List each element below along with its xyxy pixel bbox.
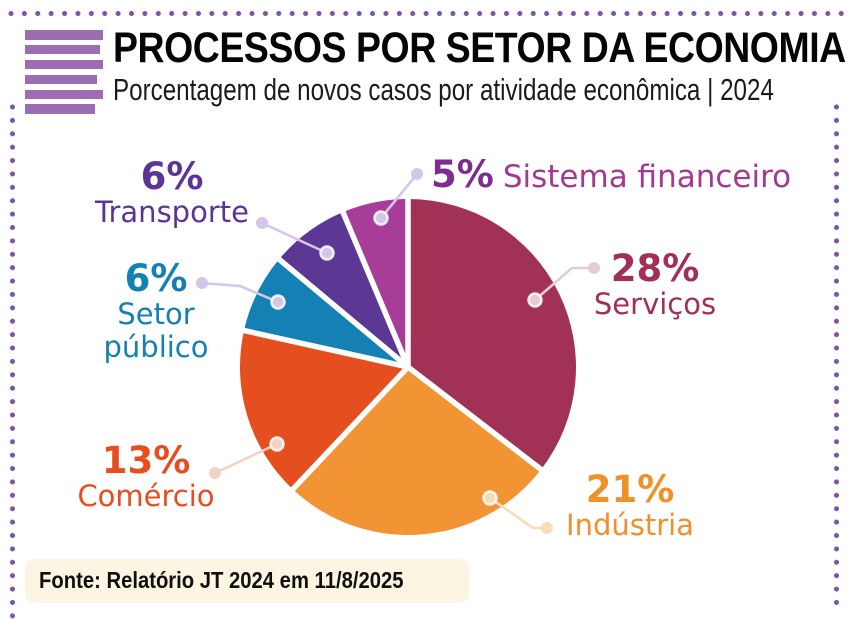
label-name: Sistema financeiro [502,159,792,195]
slice-separator [289,365,411,493]
dotted-border-top [8,10,845,17]
dotted-border-left [9,104,16,620]
label-transporte: 6% Transporte [95,158,249,229]
icon-bar [25,89,103,100]
label-name: Setor público [103,296,209,365]
page-subtitle: Porcentagem de novos casos por atividade… [113,72,774,107]
label-industria: 21% Indústria [566,471,694,542]
pie-slice-indústria [292,367,542,535]
leader-dot-label [256,217,268,229]
icon-bar [25,74,97,85]
label-comercio: 13% Comércio [77,442,214,513]
slice-separator [275,255,410,370]
label-pct: 21% [585,468,675,511]
stacked-bars-icon [25,30,103,114]
leader-dot-slice [373,210,389,226]
leader-dot-label [411,168,423,180]
label-name: Indústria [566,507,694,542]
source-box: Fonte: Relatório JT 2024 em 11/8/2025 [25,559,470,603]
icon-bar [25,59,103,70]
pie-slice-transporte [279,212,408,367]
label-servicos: 28% Serviços [594,250,716,321]
label-setor-publico: 6% Setor público [104,260,209,364]
label-pct: 28% [610,247,700,290]
icon-bar [25,104,96,114]
leader-dot-label [541,522,553,534]
page-title: PROCESSOS POR SETOR DA ECONOMIA [113,24,846,72]
label-pct: 6% [124,257,188,300]
label-name: Comércio [77,478,215,513]
label-pct: 13% [101,439,191,482]
pie-slice-setor-público [244,259,408,367]
leader-line [213,442,279,475]
leader-dot-slice [270,294,286,310]
icon-bar [25,30,103,40]
leader-line [200,281,280,304]
leader-line [260,221,329,255]
leader-dot-label [588,262,600,274]
icon-bar [25,44,100,55]
source-text: Fonte: Relatório JT 2024 em 11/8/2025 [39,567,404,593]
slice-separator [339,209,411,369]
leader-dot-label [196,277,208,289]
label-name: Transporte [95,194,249,229]
leader-dot-slice [527,292,543,308]
pie-slice-serviços [408,199,576,470]
label-name: Serviços [593,286,717,321]
label-pct: 6% [140,155,204,198]
leader-line [379,172,419,220]
leader-dot-label [209,467,221,479]
leader-dot-slice [269,436,285,452]
leader-line [488,496,549,530]
leader-line [533,266,596,302]
dotted-border-right [833,104,840,612]
slice-separator [241,327,409,370]
label-sistema-financeiro: 5% Sistema financeiro [431,156,791,196]
slice-separator [406,364,545,473]
label-pct: 5% [431,153,494,196]
leader-dot-slice [482,490,498,506]
leader-dot-slice [319,245,335,261]
